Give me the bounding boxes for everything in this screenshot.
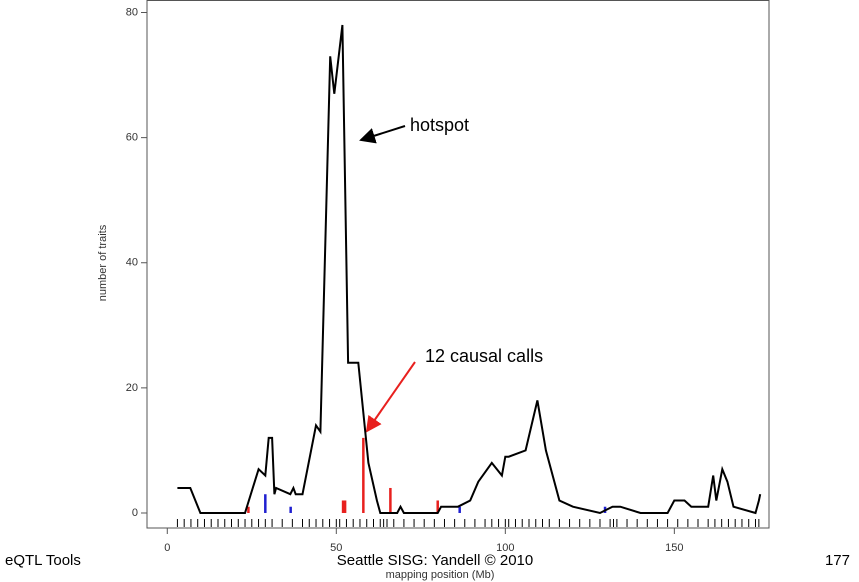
footer-left: eQTL Tools [5, 552, 81, 569]
x-tick-label: 0 [164, 542, 170, 554]
plot-frame [146, 0, 770, 529]
footer-center: Seattle SISG: Yandell © 2010 [337, 552, 533, 569]
y-axis-label: number of traits [97, 224, 109, 301]
x-tick-label: 150 [665, 542, 683, 554]
causal-arrow [365, 361, 416, 433]
x-tick-label: 100 [496, 542, 514, 554]
y-tick-label: 80 [126, 6, 138, 18]
x-axis-label: mapping position (Mb) [386, 569, 495, 581]
y-tick-label: 60 [126, 132, 138, 144]
x-tick-label: 50 [330, 542, 342, 554]
annotation: hotspot [410, 115, 469, 135]
annotation: 12 causal calls [425, 346, 543, 366]
y-tick-label: 20 [126, 382, 138, 394]
y-tick-label: 40 [126, 257, 138, 269]
y-tick-label: 0 [132, 507, 138, 519]
trait-count-line [177, 24, 762, 515]
hotspot-arrow [359, 125, 406, 144]
footer-right: 177 [825, 552, 850, 569]
